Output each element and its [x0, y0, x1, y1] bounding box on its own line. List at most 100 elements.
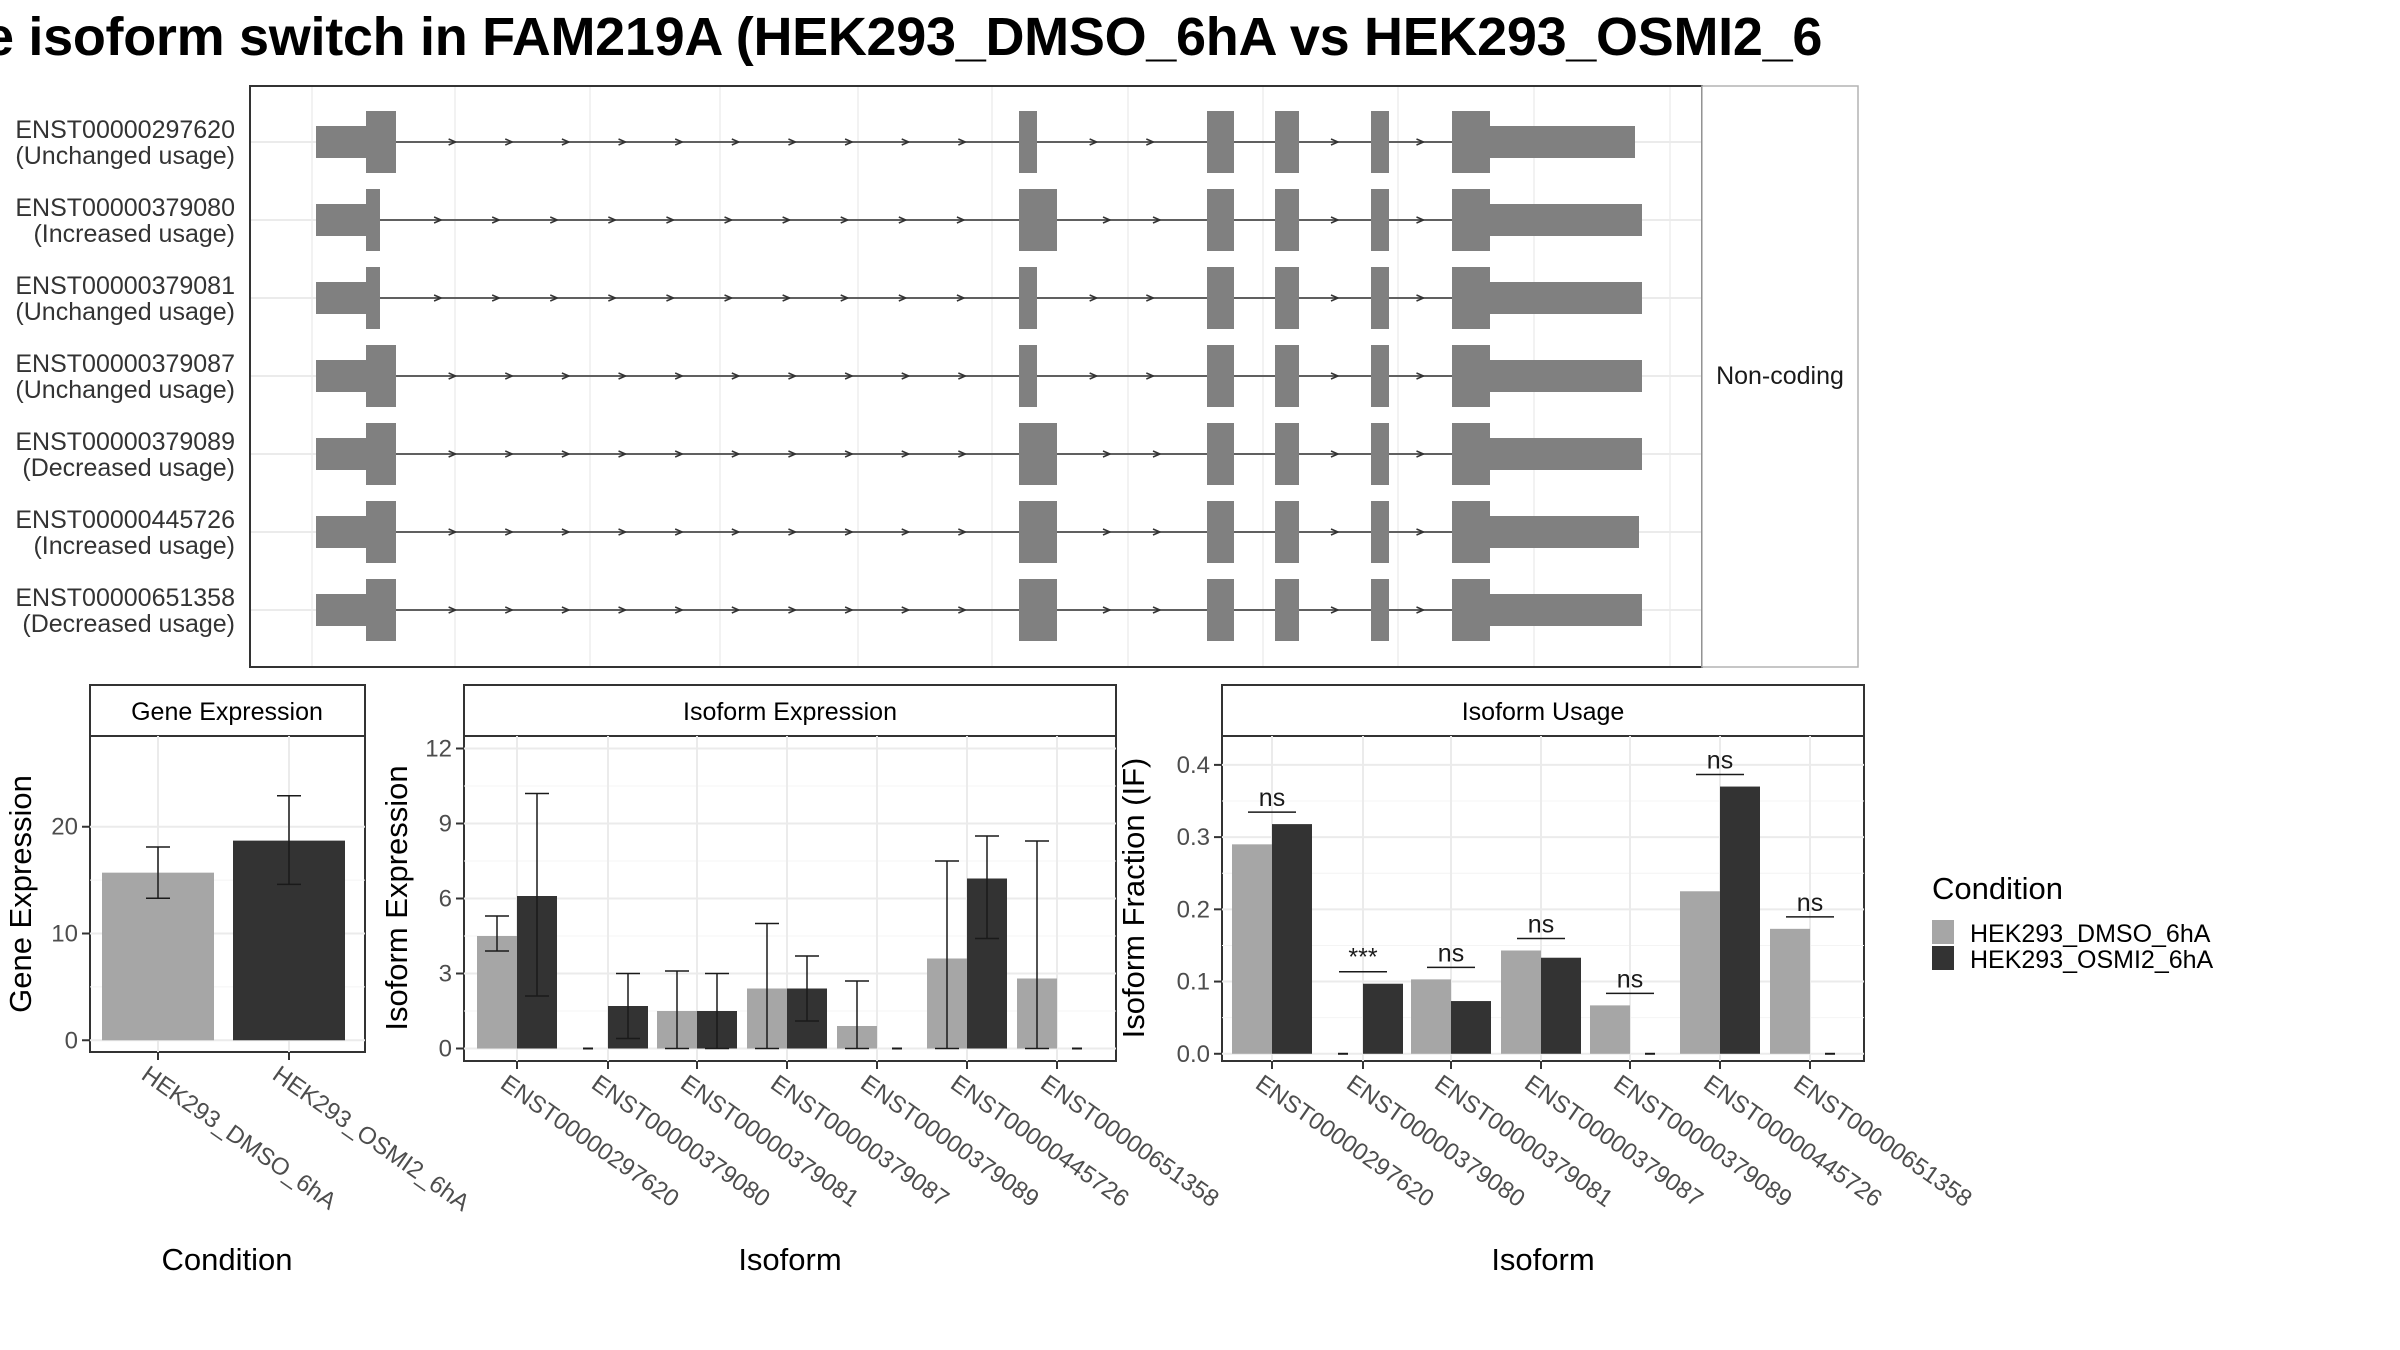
isoform-usage-ylabel: Isoform Fraction (IF) — [1116, 758, 1151, 1039]
intron-arrow — [1416, 372, 1426, 380]
exon-block — [316, 438, 366, 470]
transcript-usage-label: (Unchanged usage) — [15, 376, 235, 404]
iu-ytick-label: 0.2 — [1177, 896, 1210, 923]
transcript-id-label: ENST00000379080 — [15, 194, 235, 222]
intron-arrow — [1330, 138, 1340, 146]
iu-significance-label: ns — [1707, 747, 1733, 775]
intron-arrow — [1330, 216, 1340, 224]
iu-significance-label: ns — [1528, 911, 1554, 939]
gene-expression-strip — [89, 684, 366, 737]
exon-block — [1275, 501, 1299, 563]
exon-block — [366, 345, 396, 407]
exon-block — [1275, 189, 1299, 251]
intron-arrow — [898, 216, 908, 224]
legend-label-osmi: HEK293_OSMI2_6hA — [1970, 946, 2214, 974]
intron-arrow — [844, 528, 854, 536]
exon-block — [1019, 345, 1037, 407]
intron-arrow — [1089, 138, 1099, 146]
gene-expression-ytick-label: 0 — [65, 1027, 78, 1054]
iu-ytick-label: 0.4 — [1177, 752, 1210, 779]
intron-arrow — [1152, 450, 1162, 458]
gene-expression-ytick-label: 10 — [51, 921, 78, 948]
intron-arrow — [618, 450, 628, 458]
intron-arrow — [549, 294, 560, 302]
exon-block — [366, 189, 380, 251]
intron-arrow — [1416, 606, 1426, 614]
intron-arrow — [666, 216, 676, 224]
intron-arrow — [724, 294, 734, 302]
intron-arrow — [782, 216, 792, 224]
intron-arrow — [958, 372, 968, 380]
intron-arrow — [674, 606, 685, 614]
intron-arrow — [1416, 528, 1426, 536]
gene-expression-title: Gene Expression — [131, 698, 323, 726]
exon-block — [1207, 267, 1234, 329]
intron-arrow — [840, 216, 850, 224]
structure-transcripts: ENST00000297620(Unchanged usage)ENST0000… — [15, 111, 1642, 641]
iu-bar — [1363, 983, 1403, 1054]
intron-arrow — [561, 138, 571, 146]
intron-arrow — [448, 450, 458, 458]
intron-arrow — [491, 294, 502, 302]
intron-arrow — [448, 372, 458, 380]
intron-arrow — [674, 528, 685, 536]
exon-block — [1452, 345, 1490, 407]
intron-arrow — [504, 138, 515, 146]
intron-arrow — [958, 138, 968, 146]
ie-ytick-label: 12 — [425, 736, 452, 763]
facet-label: Non-coding — [1716, 362, 1844, 390]
isoform-expression-strip — [463, 684, 1117, 737]
exon-block — [1490, 204, 1642, 236]
intron-arrow — [448, 528, 458, 536]
intron-arrow — [898, 294, 908, 302]
gene-expression-ytick-label: 20 — [51, 814, 78, 841]
exon-block — [1019, 501, 1057, 563]
intron-arrow — [608, 216, 618, 224]
intron-arrow — [561, 450, 571, 458]
exon-block — [316, 516, 366, 548]
exon-block — [1019, 579, 1057, 641]
iu-ytick-label: 0.3 — [1177, 824, 1210, 851]
intron-arrow — [840, 294, 850, 302]
exon-block — [1019, 267, 1037, 329]
iu-significance-label: *** — [1348, 944, 1377, 972]
exon-block — [1207, 189, 1234, 251]
isoform-usage-title: Isoform Usage — [1462, 698, 1625, 726]
intron-arrow — [674, 372, 685, 380]
intron-arrow — [1330, 294, 1340, 302]
exon-block — [1275, 111, 1299, 173]
exon-block — [1371, 423, 1389, 485]
intron-arrow — [1146, 138, 1156, 146]
ie-ytick-label: 3 — [439, 961, 452, 988]
intron-arrow — [1102, 450, 1112, 458]
intron-arrow — [901, 138, 911, 146]
intron-arrow — [618, 138, 628, 146]
intron-arrow — [1089, 294, 1099, 302]
exon-block — [1019, 423, 1057, 485]
intron-arrow — [844, 138, 854, 146]
intron-arrow — [1146, 294, 1156, 302]
iu-bar — [1590, 1005, 1630, 1054]
intron-arrow — [844, 450, 854, 458]
iu-bar — [1411, 979, 1451, 1054]
transcript-id-label: ENST00000379087 — [15, 350, 235, 378]
exon-block — [1019, 189, 1057, 251]
intron-arrow — [491, 216, 502, 224]
intron-arrow — [448, 606, 458, 614]
intron-arrow — [1330, 450, 1340, 458]
intron-arrow — [1152, 528, 1162, 536]
iu-ytick-label: 0.0 — [1177, 1041, 1210, 1068]
iu-significance-label: ns — [1259, 784, 1285, 812]
ie-bar — [477, 936, 517, 1049]
exon-block — [1490, 438, 1642, 470]
intron-arrow — [1330, 528, 1340, 536]
transcript-id-label: ENST00000297620 — [15, 116, 235, 144]
intron-arrow — [618, 528, 628, 536]
exon-block — [1019, 111, 1037, 173]
intron-arrow — [448, 138, 458, 146]
iu-bar — [1451, 1001, 1491, 1054]
legend-title: Condition — [1932, 871, 2063, 906]
intron-arrow — [1102, 528, 1112, 536]
